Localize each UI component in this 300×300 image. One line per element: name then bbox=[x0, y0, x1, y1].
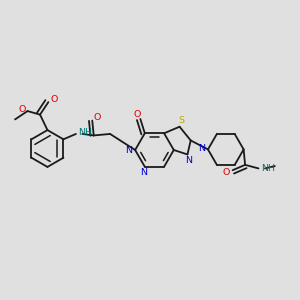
Text: O: O bbox=[223, 168, 230, 177]
Text: N: N bbox=[185, 157, 192, 166]
Text: O: O bbox=[133, 110, 140, 119]
Text: N: N bbox=[199, 144, 206, 153]
Text: NH: NH bbox=[78, 128, 92, 137]
Text: S: S bbox=[178, 116, 184, 125]
Text: N: N bbox=[140, 168, 147, 177]
Text: O: O bbox=[50, 95, 57, 104]
Text: NH: NH bbox=[261, 164, 275, 173]
Text: O: O bbox=[93, 112, 100, 122]
Text: N: N bbox=[125, 146, 132, 154]
Text: O: O bbox=[19, 105, 26, 114]
